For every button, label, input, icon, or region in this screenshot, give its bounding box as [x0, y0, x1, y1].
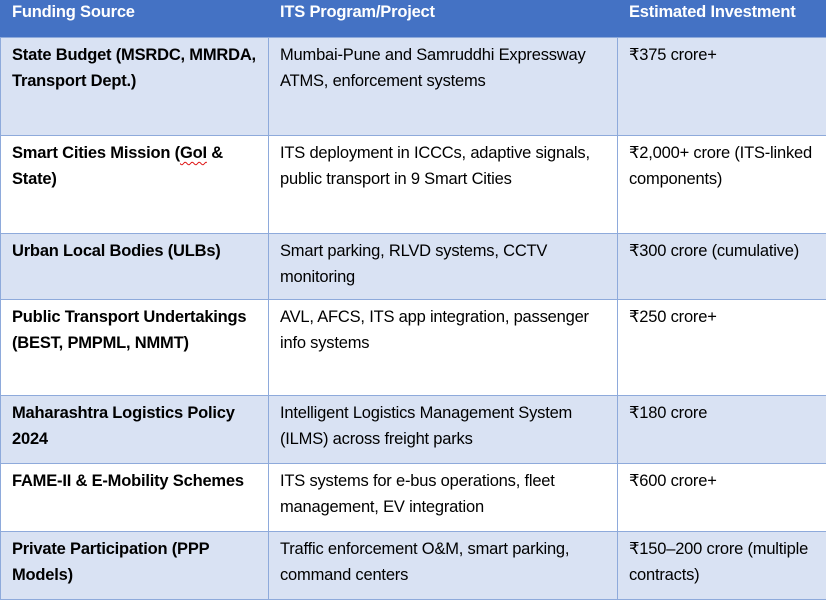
table-row: State Budget (MSRDC, MMRDA, Transport De…: [0, 37, 826, 136]
its-program-cell: Mumbai-Pune and Samruddhi Expressway ATM…: [268, 37, 618, 136]
investment-cell: ₹250 crore+: [617, 299, 826, 396]
its-program-cell: Intelligent Logistics Management System …: [268, 395, 618, 464]
funding-source-cell: FAME-II & E-Mobility Schemes: [0, 463, 269, 532]
header-funding-source: Funding Source: [0, 0, 269, 38]
investment-cell: ₹600 crore+: [617, 463, 826, 532]
header-its-program: ITS Program/Project: [268, 0, 618, 38]
funding-source-cell: Public Transport Undertakings (BEST, PMP…: [0, 299, 269, 396]
its-program-cell: ITS systems for e-bus operations, fleet …: [268, 463, 618, 532]
its-program-cell: AVL, AFCS, ITS app integration, passenge…: [268, 299, 618, 396]
table-row: Private Participation (PPP Models) Traff…: [0, 531, 826, 600]
source-text: Smart Cities Mission (: [12, 144, 180, 162]
funding-source-cell: Urban Local Bodies (ULBs): [0, 233, 269, 300]
table-row: Maharashtra Logistics Policy 2024 Intell…: [0, 395, 826, 464]
table-row: Smart Cities Mission (GoI & State) ITS d…: [0, 135, 826, 234]
table-row: Urban Local Bodies (ULBs) Smart parking,…: [0, 233, 826, 300]
header-row: Funding Source ITS Program/Project Estim…: [0, 0, 826, 38]
funding-source-cell: State Budget (MSRDC, MMRDA, Transport De…: [0, 37, 269, 136]
spellcheck-flagged-word[interactable]: GoI: [179, 144, 207, 162]
header-estimated-investment: Estimated Investment: [617, 0, 826, 38]
its-program-cell: Smart parking, RLVD systems, CCTV monito…: [268, 233, 618, 300]
funding-source-cell: Maharashtra Logistics Policy 2024: [0, 395, 269, 464]
investment-cell: ₹300 crore (cumulative): [617, 233, 826, 300]
investment-cell: ₹150–200 crore (multiple contracts): [617, 531, 826, 600]
funding-source-cell: Private Participation (PPP Models): [0, 531, 269, 600]
source-text: & State): [12, 144, 223, 188]
investment-cell: ₹180 crore: [617, 395, 826, 464]
investment-cell: ₹375 crore+: [617, 37, 826, 136]
funding-source-cell: Smart Cities Mission (GoI & State): [0, 135, 269, 234]
its-program-cell: Traffic enforcement O&M, smart parking, …: [268, 531, 618, 600]
investment-cell: ₹2,000+ crore (ITS-linked components): [617, 135, 826, 234]
table-row: FAME-II & E-Mobility Schemes ITS systems…: [0, 463, 826, 532]
table-row: Public Transport Undertakings (BEST, PMP…: [0, 299, 826, 396]
its-program-cell: ITS deployment in ICCCs, adaptive signal…: [268, 135, 618, 234]
